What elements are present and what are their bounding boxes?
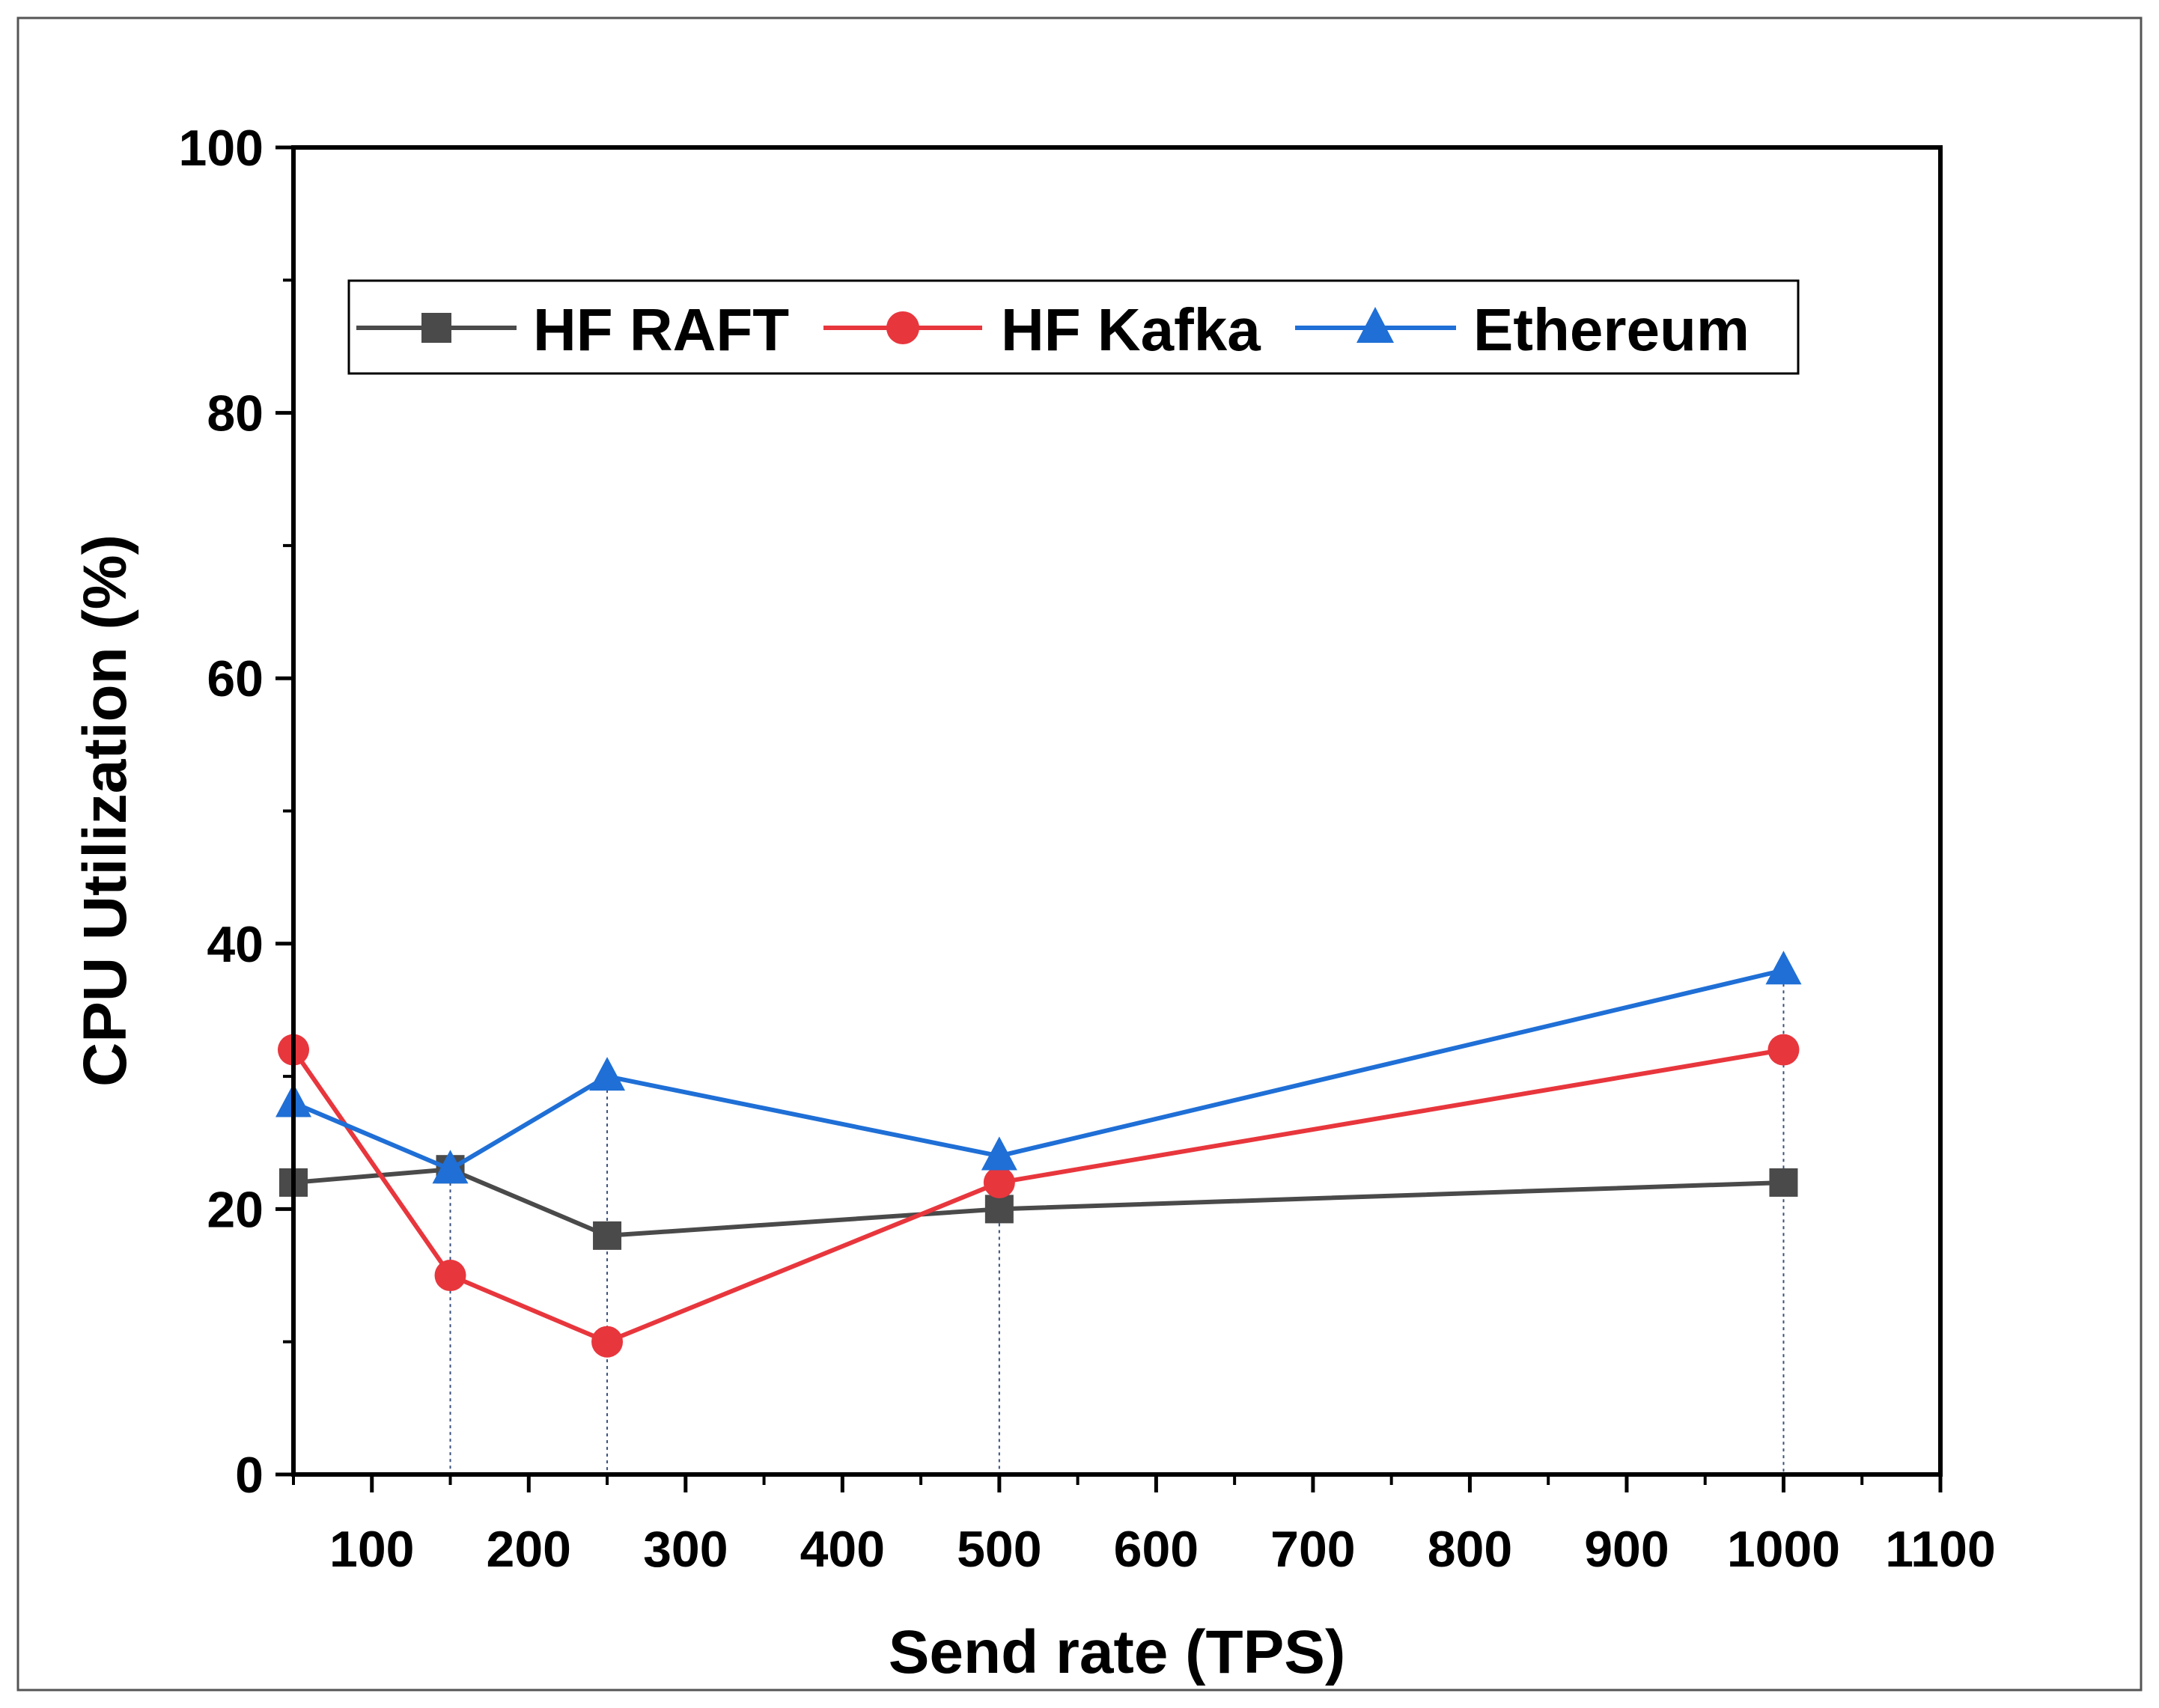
figure-border	[16, 16, 2143, 1692]
data-point-square	[1769, 1168, 1798, 1197]
y-tick-label: 40	[207, 916, 264, 973]
data-point-square	[984, 1195, 1014, 1224]
legend-marker-hf-raft	[421, 313, 451, 343]
x-tick-label: 800	[1428, 1521, 1512, 1578]
series-hf-kafka	[278, 1034, 1800, 1358]
x-tick-label: 1000	[1727, 1521, 1840, 1578]
y-tick-label: 80	[207, 385, 264, 442]
legend-box	[347, 279, 1800, 375]
x-tick-label: 100	[329, 1521, 414, 1578]
legend-marker-hf-kafka	[886, 311, 919, 344]
legend: HF RAFT HF Kafka Ethereum	[347, 279, 1800, 375]
x-tick-label: 300	[643, 1521, 728, 1578]
data-point-circle	[591, 1326, 624, 1358]
legend-item-ethereum: Ethereum	[1295, 296, 1750, 363]
x-tick-label: 400	[800, 1521, 885, 1578]
series-hf-raft	[279, 1155, 1798, 1250]
x-tick-label: 900	[1584, 1521, 1669, 1578]
legend-marker-ethereum	[1356, 307, 1394, 343]
data-point-square	[593, 1221, 622, 1250]
series-ethereum	[275, 951, 1802, 1184]
series-layer	[275, 951, 1802, 1358]
y-tick-label: 0	[235, 1447, 264, 1504]
x-tick-label: 600	[1114, 1521, 1199, 1578]
legend-item-hf-raft: HF RAFT	[356, 296, 789, 363]
legend-label-hf-kafka: HF Kafka	[1001, 296, 1261, 363]
x-tick-label: 700	[1270, 1521, 1355, 1578]
y-tick-label: 20	[207, 1181, 264, 1238]
data-point-triangle	[589, 1057, 626, 1091]
data-point-circle	[983, 1166, 1015, 1198]
y-axis-label: CPU Utilization (%)	[71, 534, 139, 1087]
drop-lines	[449, 970, 1785, 1474]
x-tick-label: 1100	[1885, 1521, 1996, 1578]
x-tick-label: 500	[957, 1521, 1041, 1578]
legend-label-hf-raft: HF RAFT	[533, 296, 789, 363]
data-point-triangle	[1765, 951, 1802, 985]
x-tick-label: 200	[487, 1521, 571, 1578]
y-tick-label: 60	[207, 650, 264, 707]
data-point-triangle	[432, 1150, 469, 1184]
x-axis-label: Send rate (TPS)	[889, 1618, 1346, 1686]
tick-labels: 100 200 300 400 500 600 700 800 900 1000 1100 0 20 40…	[179, 120, 1996, 1578]
ticks-layer	[275, 145, 1943, 1492]
data-point-circle	[434, 1260, 466, 1292]
legend-label-ethereum: Ethereum	[1473, 296, 1750, 363]
data-point-circle	[1767, 1034, 1800, 1066]
y-tick-label: 100	[179, 120, 264, 177]
data-point-triangle	[981, 1136, 1017, 1171]
legend-item-hf-kafka: HF Kafka	[823, 296, 1261, 363]
